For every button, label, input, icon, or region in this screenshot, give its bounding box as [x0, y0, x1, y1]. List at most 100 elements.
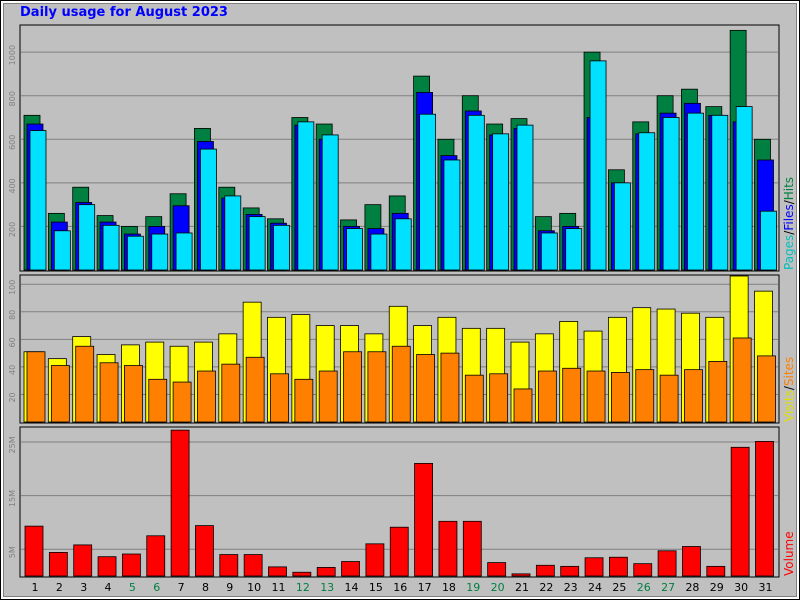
- sites-bar: [732, 337, 752, 423]
- volume-bar: [414, 462, 434, 577]
- x-axis-label: 2: [56, 581, 63, 594]
- sites-bar: [294, 378, 314, 423]
- sites-bar: [416, 354, 436, 423]
- sites-bar: [635, 369, 655, 423]
- sites-bar: [513, 388, 533, 423]
- volume-bar: [535, 564, 555, 577]
- volume-bar: [365, 543, 385, 577]
- sites-bar: [537, 370, 557, 423]
- y-tick-label: 800: [8, 91, 17, 106]
- bar-layer: [23, 29, 777, 577]
- pages-bar: [516, 124, 534, 271]
- legend-sites: Sites: [782, 357, 796, 386]
- y-tick-labels: 200 400 600 800 1000 20 40 60 80 100 5M 15M 25M: [8, 45, 17, 558]
- volume-bar: [97, 556, 117, 577]
- legend-separator: /: [782, 385, 796, 390]
- pages-bar: [565, 228, 583, 271]
- x-axis-label: 6: [153, 581, 160, 594]
- pages-bar: [443, 159, 461, 271]
- sites-bar: [172, 381, 192, 423]
- sites-bar: [26, 351, 46, 423]
- volume-bar: [195, 525, 214, 577]
- sites-bar: [75, 345, 95, 423]
- pages-bar: [248, 216, 266, 271]
- y-tick-label: 25M: [8, 436, 17, 453]
- x-axis-labels: 1 2 3 4 5 6 7 8 9 10 11 12 13 14 15 16 17 18 19 20 21 22 23 24 2…: [32, 581, 773, 594]
- volume-bar: [48, 552, 68, 577]
- sites-bar: [270, 373, 289, 423]
- x-axis-label: 11: [272, 581, 286, 594]
- pages-bar: [53, 230, 71, 271]
- volume-bar: [633, 563, 653, 577]
- volume-bar: [755, 441, 774, 577]
- y-tick-label: 60: [8, 337, 17, 347]
- x-axis-label: 7: [178, 581, 185, 594]
- y-tick-label: 1000: [8, 45, 17, 65]
- y-tick-label: 15M: [8, 490, 17, 507]
- sites-bar: [757, 355, 776, 423]
- sites-bar: [708, 360, 728, 423]
- volume-bar: [219, 554, 239, 577]
- sites-bar: [391, 345, 411, 423]
- volume-bar: [584, 557, 604, 577]
- volume-bar: [170, 429, 190, 577]
- x-axis-label: 18: [442, 581, 456, 594]
- pages-bar: [540, 232, 558, 271]
- x-axis-label: 19: [466, 581, 480, 594]
- volume-bar: [511, 573, 531, 577]
- x-axis-label: 29: [710, 581, 724, 594]
- pages-bar: [175, 232, 193, 271]
- pages-bar: [687, 112, 704, 271]
- pages-bar: [394, 218, 412, 271]
- x-axis-label: 15: [369, 581, 383, 594]
- volume-bar: [146, 535, 166, 577]
- sites-bar: [221, 363, 241, 423]
- x-axis-label: 16: [393, 581, 407, 594]
- x-axis-label: 5: [129, 581, 136, 594]
- sites-bar: [124, 365, 143, 423]
- pages-bar: [711, 114, 729, 271]
- x-axis-label: 10: [247, 581, 261, 594]
- legend-hits: Hits: [782, 177, 796, 200]
- legend-separator: /: [782, 199, 796, 204]
- legend-files: Files: [782, 204, 796, 230]
- pages-bar: [29, 130, 47, 271]
- sites-bar: [464, 374, 484, 423]
- x-axis-label: 26: [637, 581, 651, 594]
- sites-bar: [659, 374, 679, 423]
- volume-bar: [438, 520, 458, 577]
- x-axis-label: 23: [564, 581, 578, 594]
- pages-bar: [419, 113, 437, 271]
- x-axis-label: 12: [296, 581, 310, 594]
- x-axis-label: 25: [612, 581, 626, 594]
- pages-bar: [273, 224, 290, 271]
- pages-bar: [78, 204, 96, 271]
- y-tick-label: 100: [8, 280, 17, 295]
- sites-bar: [50, 365, 70, 423]
- volume-bar: [122, 553, 141, 577]
- volume-bar: [243, 554, 263, 577]
- sites-bar: [611, 372, 630, 423]
- y-tick-label: 600: [8, 135, 17, 150]
- pages-bar: [151, 233, 169, 271]
- volume-bar: [730, 446, 750, 577]
- x-axis-label: 13: [320, 581, 334, 594]
- x-axis-label: 27: [661, 581, 675, 594]
- legend-separator: /: [782, 230, 796, 235]
- legend-middle: Visits/Sites: [782, 357, 796, 422]
- volume-bar: [682, 546, 701, 577]
- y-tick-label: 80: [8, 310, 17, 320]
- sites-bar: [440, 352, 460, 423]
- chart-title: Daily usage for August 2023: [20, 5, 228, 20]
- x-axis-label: 8: [202, 581, 209, 594]
- pages-bar: [760, 210, 777, 271]
- x-axis-label: 30: [734, 581, 748, 594]
- pages-bar: [638, 132, 656, 271]
- pages-bar: [200, 148, 217, 271]
- sites-bar: [367, 351, 387, 423]
- volume-bar: [560, 565, 580, 577]
- pages-bar: [297, 121, 315, 271]
- pages-bar: [589, 60, 607, 271]
- volume-bar: [706, 565, 726, 577]
- pages-bar: [614, 182, 631, 271]
